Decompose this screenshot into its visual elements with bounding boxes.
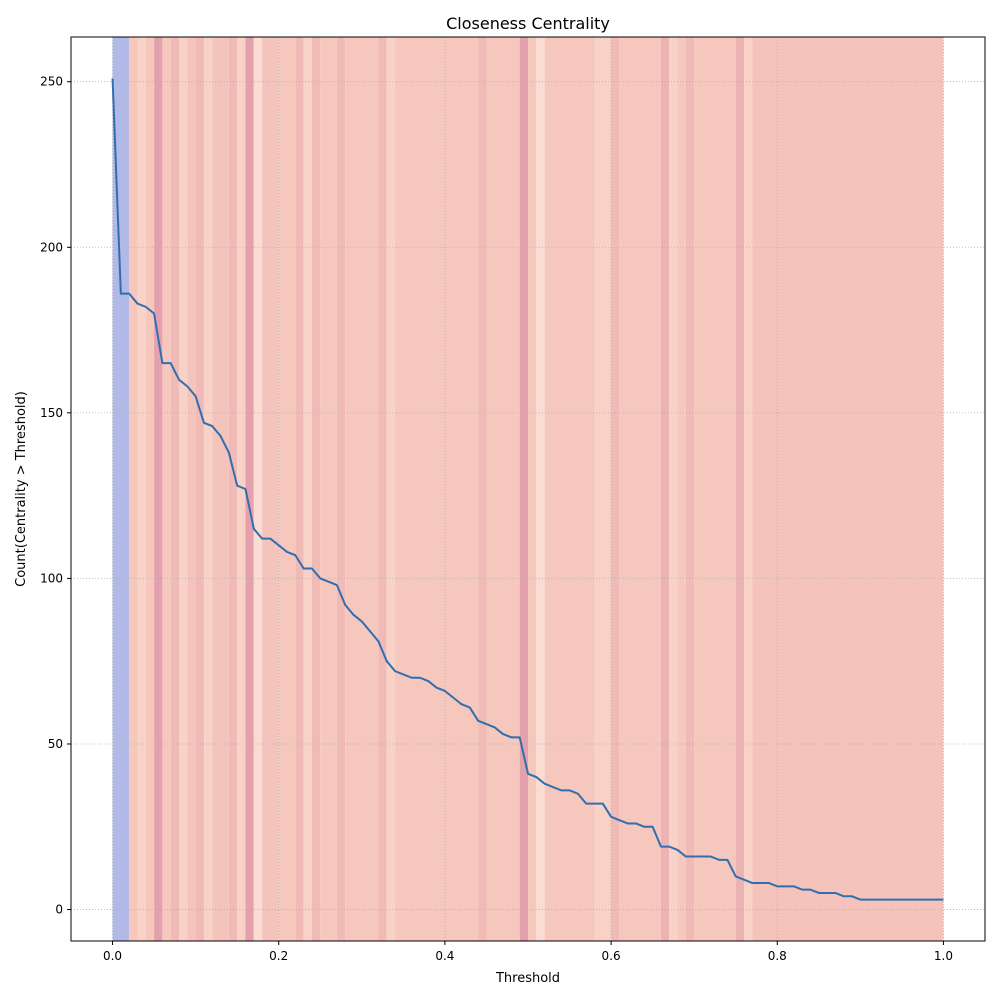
background-band-18 [295,37,304,941]
x-axis-title: Threshold [495,971,560,986]
background-band-14 [245,37,254,941]
background-band-33 [594,37,612,941]
background-band-30 [528,37,537,941]
y-axis-title: Count(Centrality > Threshold) [14,391,29,587]
background-band-20 [311,37,321,941]
background-band-35 [619,37,661,941]
background-band-34 [611,37,620,941]
plot-frame [70,36,986,942]
y-tick-label-1: 50 [48,737,63,751]
x-tick-label-3: 0.6 [602,949,621,963]
x-tick-label-0: 0.0 [103,949,122,963]
background-band-41 [735,37,745,941]
background-band-13 [237,37,246,941]
background-band-31 [536,37,545,941]
background-band-43 [752,37,944,941]
chart-title: Closeness Centrality [446,14,610,33]
background-band-42 [744,37,753,941]
background-band-7 [179,37,188,941]
background-band-11 [212,37,229,941]
background-band-9 [195,37,204,941]
background-band-4 [154,37,163,941]
background-band-39 [685,37,695,941]
x-axis-ticks: 0.0 0.2 0.4 0.6 0.8 1.0 [103,941,953,963]
background-band-15 [253,37,263,941]
y-tick-label-5: 250 [40,75,63,89]
background-band-29 [519,37,528,941]
background-band-26 [395,37,479,941]
background-band-8 [187,37,196,941]
background-band-22 [336,37,346,941]
series-line [111,78,944,901]
background-band-19 [303,37,312,941]
y-tick-label-4: 200 [40,240,63,254]
background-band-32 [544,37,595,941]
background-band-12 [228,37,238,941]
background-band-27 [478,37,487,941]
background-band-25 [386,37,396,941]
y-tick-label-2: 100 [40,571,63,585]
background-band-5 [162,37,171,941]
x-tick-label-1: 0.2 [269,949,288,963]
background-band-2 [137,37,146,941]
background-band-24 [378,37,387,941]
background-band-0 [112,37,130,941]
x-tick-label-5: 1.0 [934,949,953,963]
background-band-6 [170,37,180,941]
grid-lines [71,37,985,941]
y-axis-ticks: 0 50 100 150 200 250 [40,75,71,917]
background-band-1 [129,37,138,941]
background-band-23 [345,37,379,941]
background-bands [112,37,944,941]
background-band-37 [669,37,678,941]
background-band-36 [660,37,670,941]
y-tick-label-3: 150 [40,406,63,420]
background-band-21 [320,37,337,941]
background-band-28 [486,37,520,941]
y-tick-label-0: 0 [55,903,63,917]
background-band-38 [677,37,686,941]
background-band-17 [278,37,296,941]
background-band-16 [262,37,279,941]
background-band-40 [694,37,736,941]
background-band-3 [145,37,155,941]
x-tick-label-4: 0.8 [768,949,787,963]
x-tick-label-2: 0.4 [435,949,454,963]
background-band-10 [203,37,213,941]
